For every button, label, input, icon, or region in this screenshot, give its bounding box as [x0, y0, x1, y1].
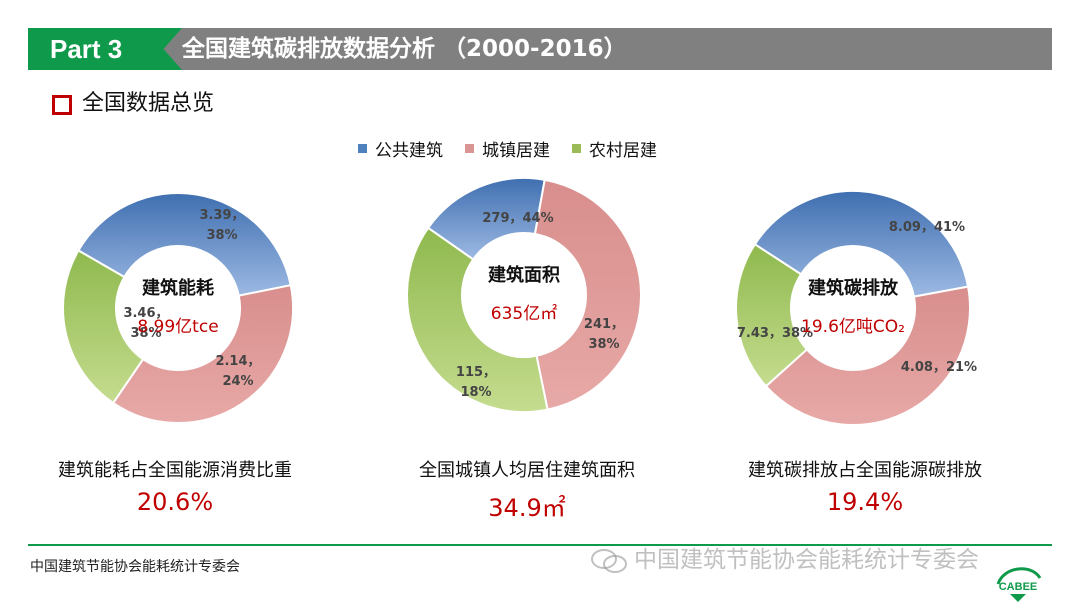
donut-slice-energy-rural [62, 249, 145, 405]
watermark-text: 中国建筑节能协会能耗统计专委会 [634, 547, 979, 573]
donut-chart-carbon: 7.43，38% 8.09，41% 4.08，21% 建筑碳排放 19.6亿吨CO₂ [735, 190, 977, 426]
donut-slice-carbon-public [753, 190, 970, 298]
legend-item-urban: 城镇居建 [465, 136, 550, 161]
slice-label-energy-rural: 2.14， 24% [215, 354, 260, 389]
highlight-area: 34.9㎡ [488, 494, 566, 522]
slice-label-area-urban: 279，44% [482, 211, 553, 226]
center-value-energy: 8.99亿tce [137, 317, 218, 337]
legend-item-public: 公共建筑 [358, 136, 443, 161]
footer-organization: 中国建筑节能协会能耗统计专委会 [30, 559, 240, 575]
donut-slice-energy-urban [111, 284, 294, 424]
donut-chart-area: 115， 18% 279，44% 241， 38% 建筑面积 635亿㎡ [406, 177, 642, 413]
caption-energy: 建筑能耗占全国能源消费比重 [58, 460, 292, 481]
slice-label-energy-urban: 3.39， 38% [199, 208, 244, 243]
legend-label-public: 公共建筑 [375, 140, 443, 161]
legend-item-rural: 农村居建 [572, 136, 657, 161]
wechat-icon [591, 549, 627, 573]
caption-carbon: 建筑碳排放占全国能源碳排放 [748, 460, 982, 481]
donut-slice-area-urban [533, 178, 642, 411]
caption-area: 全国城镇人均居住建筑面积 [419, 460, 635, 481]
center-title-area: 建筑面积 [488, 264, 560, 286]
square-bullet-icon [52, 95, 72, 115]
donut-slice-energy-public [77, 192, 292, 297]
header-part-label: Part 3 [50, 34, 123, 64]
center-title-energy: 建筑能耗 [142, 277, 214, 299]
slice-label-carbon-urban: 8.09，41% [889, 220, 965, 235]
slice-label-energy-public: 3.46， 38% [123, 306, 168, 341]
chart-legend: 公共建筑 城镇居建 农村居建 [358, 136, 679, 161]
section-title: 全国数据总览 [82, 91, 215, 116]
legend-label-rural: 农村居建 [589, 140, 657, 161]
donut-slice-carbon-rural [735, 242, 809, 388]
highlight-energy: 20.6% [136, 488, 214, 516]
legend-swatch-public [358, 143, 367, 153]
header-part-tab [28, 28, 182, 70]
footer-divider [28, 544, 1052, 546]
center-value-area: 635亿㎡ [491, 304, 557, 324]
watermark: 中国建筑节能协会能耗统计专委会 [590, 546, 1060, 576]
donut-chart-energy: 3.46， 38% 3.39， 38% 2.14， 24% 建筑能耗 8.99亿tce [62, 192, 294, 424]
donut-slice-area-rural [406, 226, 549, 413]
slice-label-carbon-rural: 4.08，21% [901, 360, 977, 375]
center-value-carbon: 19.6亿吨CO₂ [801, 317, 905, 337]
header-background [28, 28, 1052, 70]
legend-label-urban: 城镇居建 [482, 140, 550, 161]
center-title-carbon: 建筑碳排放 [808, 277, 899, 299]
highlight-carbon: 19.4% [826, 488, 904, 516]
cabee-logo-icon: CABEE [996, 567, 1042, 602]
slice-label-area-public: 115， 18% [456, 365, 496, 400]
legend-swatch-urban [465, 143, 474, 153]
donut-slice-carbon-urban [764, 285, 971, 426]
slice-label-carbon-public: 7.43，38% [737, 326, 813, 341]
logo-text: CABEE [999, 581, 1038, 593]
header-bar: Part 3 全国建筑碳排放数据分析 （2000-2016） [28, 28, 1052, 70]
header-title: 全国建筑碳排放数据分析 （2000-2016） [182, 36, 627, 62]
slice-label-area-rural: 241， 38% [584, 317, 624, 352]
legend-swatch-rural [572, 143, 581, 153]
